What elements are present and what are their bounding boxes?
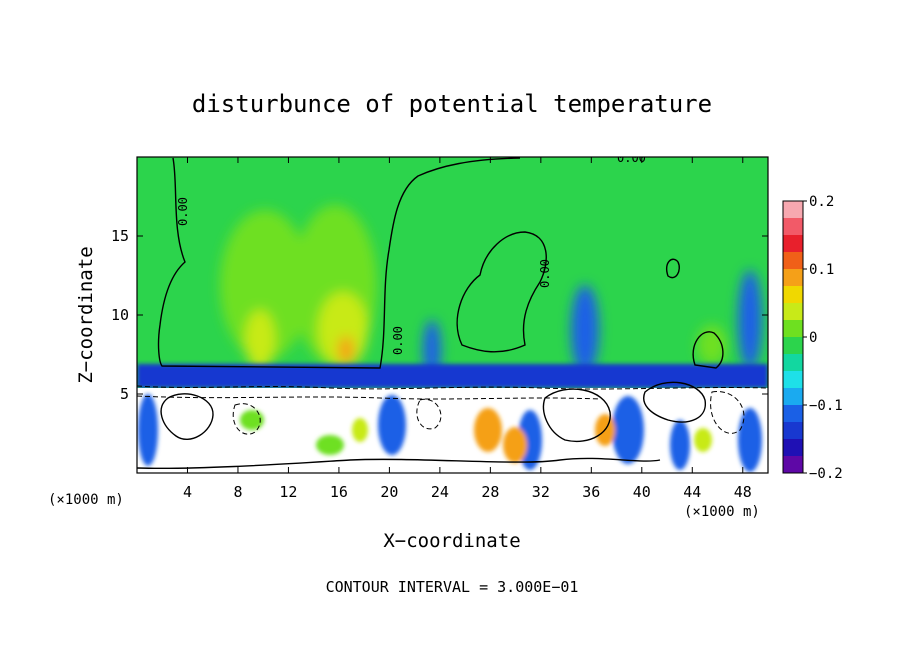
warm-plume-left — [220, 210, 310, 360]
contour-cell-1 — [160, 393, 214, 441]
warm-max — [338, 336, 354, 364]
colorbar-swatch — [783, 252, 803, 270]
dashed-cell-2 — [416, 398, 442, 430]
colorbar-swatch — [783, 439, 803, 457]
colorbar-swatch — [783, 388, 803, 406]
contour-label-center: 0.00 — [538, 259, 552, 288]
x-tick-label: 32 — [532, 483, 550, 501]
surface-warm-5 — [316, 435, 344, 455]
colorbar-tick-label: 0.2 — [809, 194, 834, 210]
plot-area: 0.00 0.00 0.00 0.00 — [137, 151, 768, 473]
x-tick-label: 28 — [481, 483, 499, 501]
colorbar-tick-label: −0.1 — [809, 398, 843, 414]
zero-contours — [137, 157, 724, 470]
colorbar-swatch — [783, 235, 803, 253]
contour-cell-3 — [643, 381, 706, 423]
y-tick-label: 15 — [111, 227, 129, 245]
colorbar-swatch — [783, 286, 803, 304]
contour-interval-note: CONTOUR INTERVAL = 3.000E−01 — [326, 578, 579, 596]
x-unit-right: (×1000 m) — [684, 504, 760, 520]
warm-core-left — [245, 310, 275, 370]
contour-labels: 0.00 0.00 0.00 0.00 — [176, 151, 646, 355]
colorbar-swatch — [783, 337, 803, 355]
colorbar-swatch — [783, 422, 803, 440]
x-tick-label: 12 — [279, 483, 297, 501]
cold-plume-c — [738, 270, 762, 370]
surface-cold-2 — [378, 395, 406, 455]
x-axis: 4 8 12 16 20 24 28 32 36 40 44 48 — [183, 157, 752, 501]
warm-core-right — [318, 292, 368, 368]
dashed-layer-2 — [137, 395, 601, 400]
x-unit-left: (×1000 m) — [48, 492, 124, 508]
surface-cold-5 — [670, 420, 690, 470]
x-tick-label: 20 — [380, 483, 398, 501]
contour-zero-surface — [137, 457, 661, 470]
cold-plume-b — [571, 285, 599, 375]
dashed-layer-top — [137, 385, 768, 390]
contour-zero-east — [692, 331, 724, 369]
colorbar-swatch — [783, 201, 803, 219]
x-tick-label: 16 — [330, 483, 348, 501]
surface-warm-1 — [474, 408, 502, 452]
y-tick-label: 10 — [111, 306, 129, 324]
negative-contours — [137, 385, 768, 435]
contour-label-top: 0.00 — [617, 151, 646, 165]
colorbar-swatch — [783, 320, 803, 338]
colorbar-swatch — [783, 371, 803, 389]
surface-warm-6 — [352, 418, 368, 442]
x-tick-label: 8 — [233, 483, 242, 501]
colorbar-tick-label: −0.2 — [809, 466, 843, 482]
colorbar-swatch — [783, 354, 803, 372]
chart-title: disturbunce of potential temperature — [192, 90, 712, 118]
near-surface-region — [137, 388, 768, 473]
colorbar-tick-label: 0 — [809, 330, 817, 346]
cold-anomalies — [423, 270, 762, 380]
colorbar-tick-label: 0.1 — [809, 262, 834, 278]
contour-zero-center — [456, 231, 547, 353]
surface-warm-7 — [240, 410, 264, 430]
colorbar-swatch — [783, 218, 803, 236]
colorbar-swatch — [783, 405, 803, 423]
surface-cold-4 — [612, 396, 644, 464]
surface-cold-1 — [138, 394, 158, 466]
surface-warm-4 — [694, 428, 712, 452]
y-axis: 5 10 15 — [111, 227, 768, 403]
contour-zero-west — [157, 157, 521, 369]
contour-label-west: 0.00 — [176, 197, 190, 226]
x-axis-label: X−coordinate — [383, 530, 520, 552]
surface-warm-2 — [503, 427, 527, 463]
x-tick-label: 44 — [683, 483, 701, 501]
dashed-cell-1 — [232, 403, 261, 435]
x-tick-label: 24 — [431, 483, 449, 501]
dashed-cell-3 — [710, 391, 745, 434]
colorbar: 0.2 0.1 0 −0.1 −0.2 — [782, 194, 843, 482]
warm-blob-east — [697, 325, 727, 365]
warm-anomalies — [220, 205, 727, 370]
near-surface-anomalies — [138, 394, 762, 472]
contour-zero-small — [666, 258, 680, 279]
x-tick-label: 4 — [183, 483, 192, 501]
x-tick-label: 48 — [734, 483, 752, 501]
colorbar-swatch — [783, 303, 803, 321]
cold-layer — [137, 364, 768, 388]
surface-cold-6 — [738, 408, 762, 472]
contour-label-mid: 0.00 — [391, 326, 405, 355]
y-tick-label: 5 — [120, 385, 129, 403]
y-axis-label: Z−coordinate — [75, 246, 97, 383]
x-tick-label: 36 — [582, 483, 600, 501]
colorbar-swatch — [783, 456, 803, 474]
colorbar-swatch — [783, 269, 803, 287]
x-tick-label: 40 — [633, 483, 651, 501]
contour-cell-2 — [542, 388, 611, 442]
